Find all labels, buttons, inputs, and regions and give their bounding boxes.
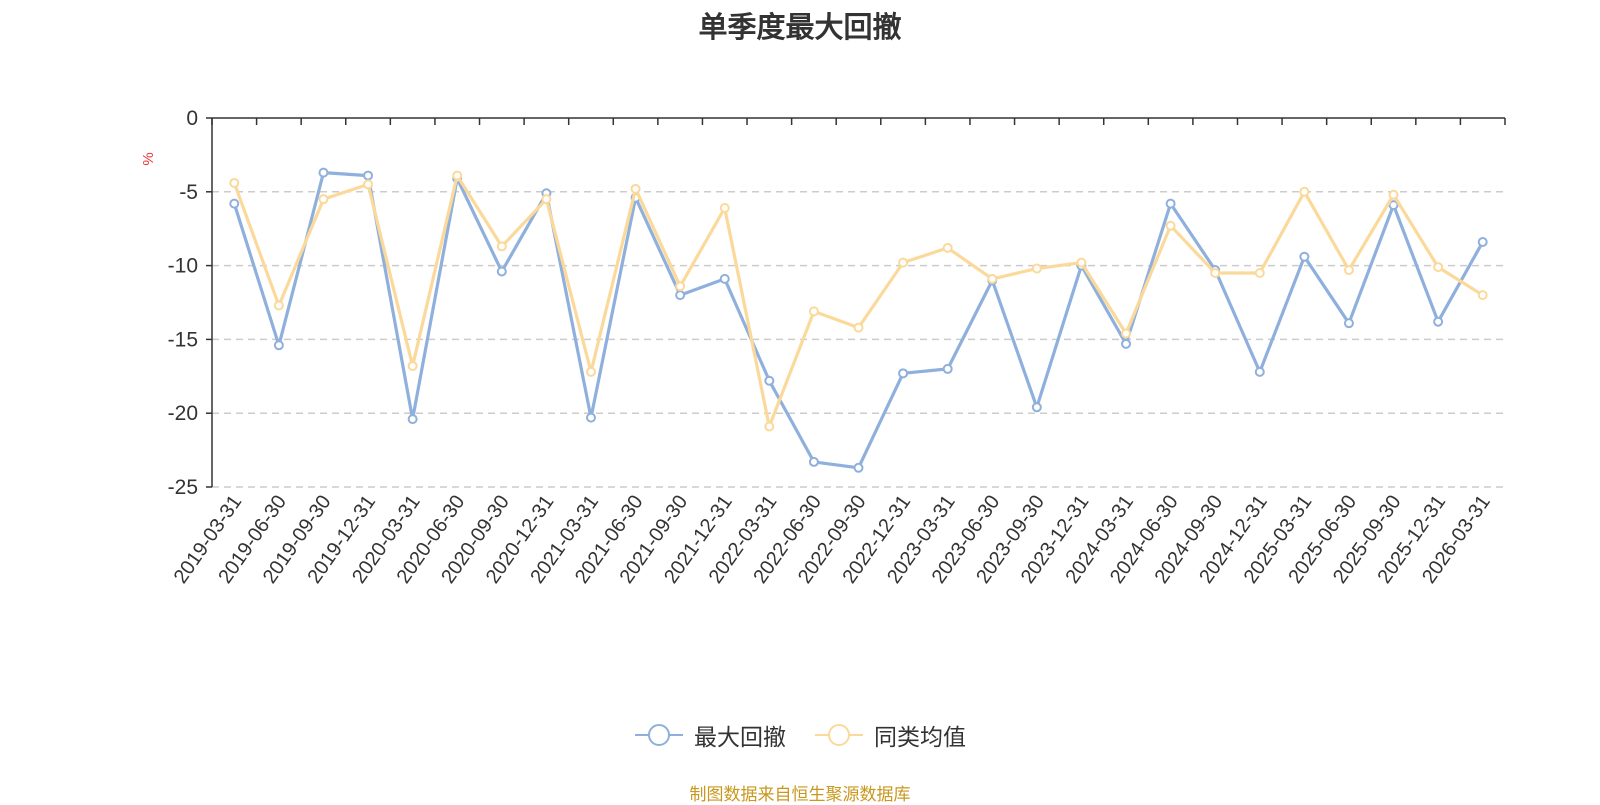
data-point (407, 360, 418, 371)
y-tick-label: -25 (168, 476, 198, 499)
data-point (719, 203, 730, 214)
data-point (1254, 366, 1265, 377)
data-point (496, 241, 507, 252)
data-point (1121, 328, 1132, 339)
data-point (273, 300, 284, 311)
data-point (675, 290, 686, 301)
legend-line-circle-icon (815, 724, 863, 746)
y-tick-label: -15 (168, 328, 198, 351)
data-point (318, 167, 329, 178)
data-point (1299, 251, 1310, 262)
data-point (585, 412, 596, 423)
data-point (229, 198, 240, 209)
chart-title: 单季度最大回撤 (698, 10, 902, 44)
data-point (898, 368, 909, 379)
series-line (232, 171, 1485, 470)
data-point (898, 257, 909, 268)
data-point (1210, 267, 1221, 278)
data-point (1388, 189, 1399, 200)
data-point (1477, 236, 1488, 247)
data-point (363, 170, 374, 181)
data-point (942, 242, 953, 253)
y-tick-label: -10 (168, 255, 198, 278)
data-point (942, 363, 953, 374)
data-point (1433, 316, 1444, 327)
data-point (1076, 257, 1087, 268)
data-point (452, 170, 463, 181)
data-point (764, 421, 775, 432)
data-point (764, 375, 775, 386)
data-point (318, 194, 329, 205)
y-tick-label: 0 (186, 107, 198, 130)
data-point (1299, 186, 1310, 197)
legend-label-drawdown: 最大回撤 (694, 725, 786, 751)
series-line (232, 174, 1484, 429)
data-point (1388, 200, 1399, 211)
data-point (675, 281, 686, 292)
data-point (987, 273, 998, 284)
legend: 最大回撤 同类均值 (0, 718, 1600, 752)
data-point (1433, 262, 1444, 273)
series-lines (229, 167, 1488, 473)
legend-line-circle-icon (635, 724, 683, 746)
data-point (229, 177, 240, 188)
y-tick-label: -20 (168, 402, 198, 425)
data-point (1121, 338, 1132, 349)
data-point (1343, 265, 1354, 276)
data-point (808, 456, 819, 467)
legend-label-peer-average: 同类均值 (874, 725, 966, 751)
data-point (853, 322, 864, 333)
data-point (1031, 263, 1042, 274)
data-point (1165, 198, 1176, 209)
data-point (407, 414, 418, 425)
data-point (273, 340, 284, 351)
legend-item-drawdown[interactable]: 最大回撤 (634, 718, 786, 752)
data-point (1254, 267, 1265, 278)
data-point (541, 194, 552, 205)
series-drawdown (229, 167, 1488, 473)
series-peer-average (229, 170, 1488, 432)
data-point (630, 183, 641, 194)
data-point (1343, 318, 1354, 329)
data-point (585, 366, 596, 377)
data-point (1165, 220, 1176, 231)
data-point (1477, 290, 1488, 301)
data-point (808, 306, 819, 317)
source-note: 制图数据来自恒生聚源数据库 (689, 785, 911, 805)
y-tick-label: -5 (179, 181, 198, 204)
data-point (496, 266, 507, 277)
data-point (1031, 402, 1042, 413)
y-axis-unit-label: % (140, 152, 157, 165)
data-point (719, 273, 730, 284)
data-point (363, 179, 374, 190)
data-point (853, 462, 864, 473)
legend-item-peer-average[interactable]: 同类均值 (814, 718, 966, 752)
